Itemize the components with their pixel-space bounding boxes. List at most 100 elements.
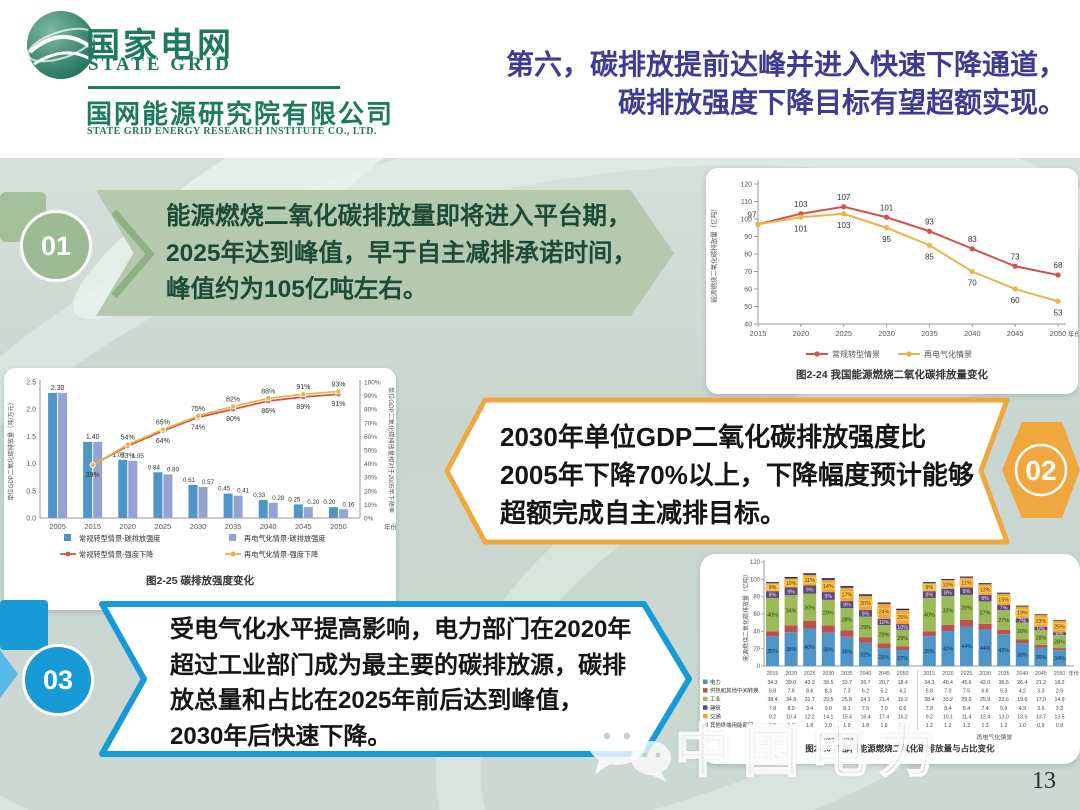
callout-03-text: 受电气化水平提高影响，电力部门在2020年 超过工业部门成为最主要的碳排放源，碳… [170,616,632,750]
svg-text:50: 50 [744,304,752,311]
logo-company-en: STATE GRID [88,54,232,75]
logo-org-cn: 国网能源研究院有限公司 [86,99,395,129]
callout-01-band [96,190,674,316]
svg-text:7.0: 7.0 [880,706,887,712]
svg-text:2050: 2050 [1050,329,1067,338]
svg-text:28%: 28% [879,655,890,661]
svg-text:36%: 36% [842,649,853,655]
callout-01-number: 01 [40,230,72,261]
svg-text:100%: 100% [364,380,381,387]
svg-text:103: 103 [837,221,851,230]
svg-text:34%: 34% [786,608,797,614]
svg-text:2015: 2015 [924,671,936,677]
svg-text:107: 107 [837,193,851,202]
svg-text:34.3: 34.3 [924,680,934,686]
svg-text:100: 100 [750,577,761,583]
svg-text:17.0: 17.0 [1036,697,1046,703]
state-grid-logo-icon [27,11,95,79]
svg-text:26.7: 26.7 [860,680,870,686]
svg-text:图2-26 各部门能源燃烧二氧化碳排放量与占比变化: 图2-26 各部门能源燃烧二氧化碳排放量与占比变化 [805,744,995,754]
svg-text:20.7: 20.7 [879,680,889,686]
svg-text:9%: 9% [769,585,777,591]
svg-text:14.9: 14.9 [1054,697,1064,703]
svg-text:2020: 2020 [785,671,797,677]
svg-text:年份: 年份 [1069,669,1080,677]
svg-text:95: 95 [882,235,891,244]
svg-text:70: 70 [744,269,752,276]
svg-text:1.6: 1.6 [880,723,887,729]
svg-text:44%: 44% [961,644,972,650]
svg-text:2035: 2035 [921,329,938,338]
svg-text:2015: 2015 [750,329,767,338]
svg-text:2015: 2015 [84,522,101,531]
svg-text:21.2: 21.2 [1036,680,1046,686]
svg-text:1.3: 1.3 [926,723,933,729]
logo-divider [88,86,340,89]
svg-text:40: 40 [744,322,752,329]
svg-text:供热和其他中间转换: 供热和其他中间转换 [710,687,759,695]
svg-text:101: 101 [880,203,894,212]
svg-text:2.0: 2.0 [26,407,36,414]
svg-text:1.05: 1.05 [132,453,145,460]
svg-text:19.6: 19.6 [1017,697,1027,703]
svg-text:2045: 2045 [1007,329,1024,338]
svg-text:图2-25 碳排放强度变化: 图2-25 碳排放强度变化 [146,574,254,587]
svg-text:0.20: 0.20 [323,499,336,506]
svg-text:36.6: 36.6 [999,680,1009,686]
svg-text:29.0: 29.0 [961,697,971,703]
svg-text:2040: 2040 [260,522,277,531]
svg-text:1.3: 1.3 [981,723,988,729]
svg-text:2040: 2040 [964,329,981,338]
svg-text:74%: 74% [191,424,205,431]
svg-text:60: 60 [753,612,760,618]
svg-text:30%: 30% [364,475,377,482]
svg-text:97: 97 [748,210,757,219]
svg-text:1.9: 1.9 [843,723,850,729]
svg-text:工业: 工业 [710,695,721,703]
svg-text:14.1: 14.1 [823,714,833,720]
svg-text:2045: 2045 [878,671,890,677]
callout-03-number-badge: 03 [22,644,94,716]
svg-text:101: 101 [794,224,808,233]
svg-text:31.7: 31.7 [805,697,815,703]
watermark: 中国电力 [575,700,1075,795]
svg-text:2035: 2035 [225,522,242,531]
svg-text:60: 60 [1011,296,1020,305]
svg-text:80%: 80% [226,416,240,423]
svg-text:80: 80 [753,595,760,601]
svg-text:7%: 7% [1000,606,1008,612]
svg-text:8%: 8% [925,593,933,599]
svg-text:90%: 90% [364,393,377,400]
svg-text:29%: 29% [879,632,890,638]
svg-text:4.2: 4.2 [899,689,906,695]
svg-text:0.9: 0.9 [1037,723,1044,729]
svg-text:65%: 65% [156,420,170,427]
svg-text:0.33: 0.33 [253,492,266,499]
svg-text:2020: 2020 [793,329,810,338]
svg-text:年份: 年份 [1068,329,1078,338]
svg-text:33.2: 33.2 [943,697,953,703]
svg-text:10%: 10% [897,625,908,631]
svg-text:38.5: 38.5 [823,680,833,686]
svg-text:29%: 29% [860,625,871,631]
svg-text:85: 85 [925,252,934,261]
svg-text:70: 70 [968,279,977,288]
svg-text:38%: 38% [823,647,834,653]
svg-text:2025: 2025 [835,329,852,338]
svg-text:0.5: 0.5 [26,488,36,495]
svg-text:8.1: 8.1 [843,706,850,712]
svg-text:建筑: 建筑 [710,704,721,712]
svg-text:80: 80 [744,252,752,259]
svg-text:43%: 43% [998,648,1009,654]
svg-text:10%: 10% [364,502,377,509]
svg-text:交通: 交通 [710,712,721,720]
svg-text:2005: 2005 [49,522,66,531]
svg-text:25%: 25% [1054,624,1065,630]
svg-text:2050: 2050 [330,522,347,531]
svg-text:86%: 86% [261,408,275,415]
svg-text:20%: 20% [860,601,871,607]
svg-text:20%: 20% [364,488,377,495]
svg-text:17.4: 17.4 [879,714,889,720]
svg-text:1.8: 1.8 [806,723,813,729]
svg-text:1.0: 1.0 [1019,723,1026,729]
